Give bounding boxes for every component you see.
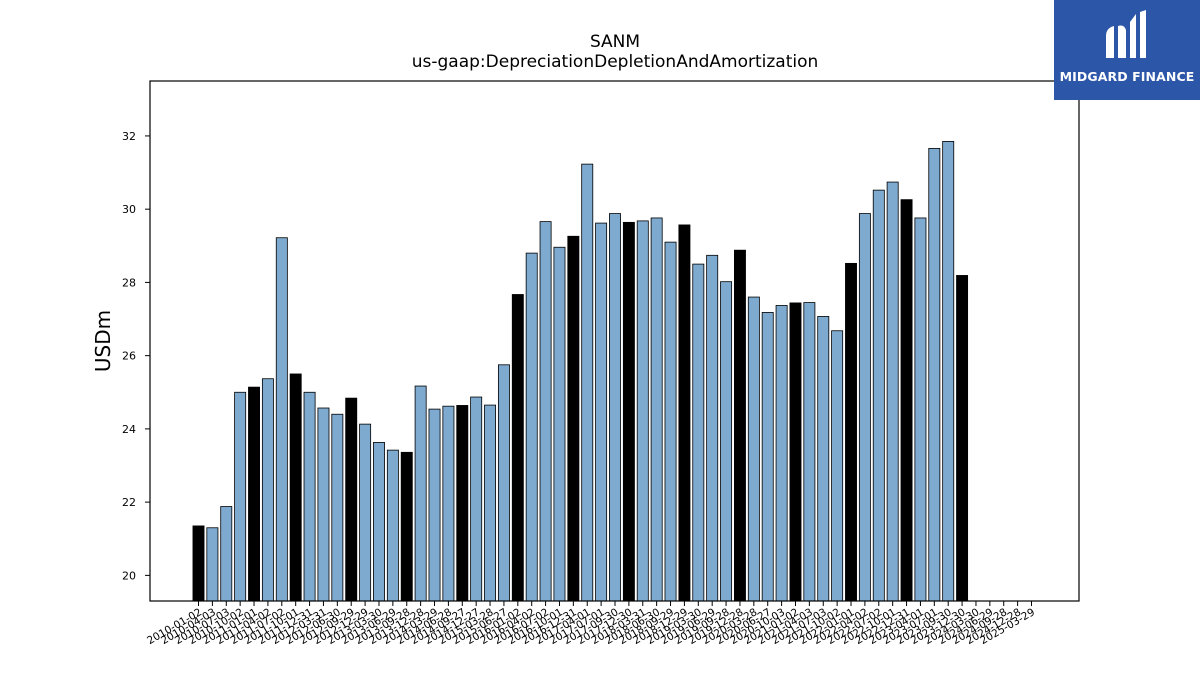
bar <box>567 235 580 602</box>
bar <box>609 213 621 602</box>
bar <box>303 391 316 602</box>
chart-subtitle: us-gaap:DepreciationDepletionAndAmortiza… <box>411 52 819 72</box>
bars-group <box>192 141 969 602</box>
bar <box>470 396 483 602</box>
y-tick-label: 24 <box>122 423 136 436</box>
bar <box>886 181 899 602</box>
bar <box>789 302 802 602</box>
bar <box>456 405 469 602</box>
bar <box>734 249 746 602</box>
bar <box>942 141 955 602</box>
y-tick-label: 28 <box>122 276 136 289</box>
bar <box>345 397 358 602</box>
bar <box>234 391 247 602</box>
bar <box>914 217 927 602</box>
bar <box>206 527 219 602</box>
y-tick-label: 30 <box>122 203 136 216</box>
y-tick-label: 20 <box>122 569 136 582</box>
bar <box>956 275 969 602</box>
bar <box>706 254 719 602</box>
bar <box>622 221 635 602</box>
bar <box>650 217 663 602</box>
bar <box>775 305 788 602</box>
brand-logo: MIDGARD FINANCE <box>1054 0 1200 100</box>
bar <box>525 252 538 602</box>
bar <box>845 262 857 602</box>
y-tick-label: 26 <box>122 350 136 363</box>
bar <box>414 385 427 602</box>
y-axis: 20 22 24 26 28 30 32 <box>122 130 150 582</box>
bar <box>595 222 608 602</box>
bar <box>317 407 330 602</box>
bar <box>497 364 510 602</box>
bar <box>428 408 441 602</box>
y-axis-label: USDm <box>91 310 115 372</box>
bar <box>817 316 830 602</box>
bar <box>761 312 774 602</box>
bar <box>831 330 844 602</box>
bar <box>803 302 816 602</box>
bar <box>386 449 399 602</box>
y-tick-label: 22 <box>122 496 136 509</box>
bar <box>400 451 413 602</box>
bar <box>664 241 677 602</box>
bar <box>581 163 594 602</box>
bar <box>747 296 760 602</box>
bar <box>678 224 691 602</box>
x-axis: 2010-01-022010-04-032010-07-032010-10-02… <box>145 601 1037 647</box>
bar <box>359 423 372 602</box>
bar <box>289 373 302 602</box>
logo-mark-icon <box>1106 10 1146 58</box>
bar <box>539 221 552 602</box>
bar <box>872 189 885 602</box>
bar <box>511 294 524 602</box>
chart-title: SANM <box>589 32 641 52</box>
y-tick-label: 32 <box>122 130 136 143</box>
bar <box>373 442 385 602</box>
bar <box>484 404 497 602</box>
bar <box>720 281 733 602</box>
bar <box>275 237 288 602</box>
bar <box>261 378 274 602</box>
bar <box>928 147 941 602</box>
bar <box>553 246 566 602</box>
bar <box>692 263 705 602</box>
bar <box>248 386 260 602</box>
logo-text: MIDGARD FINANCE <box>1059 69 1195 84</box>
bar <box>858 213 871 602</box>
bar <box>636 220 649 602</box>
bar <box>220 506 233 602</box>
bar <box>442 405 455 602</box>
bar <box>900 199 913 602</box>
bar <box>192 525 205 602</box>
bar <box>331 413 344 602</box>
